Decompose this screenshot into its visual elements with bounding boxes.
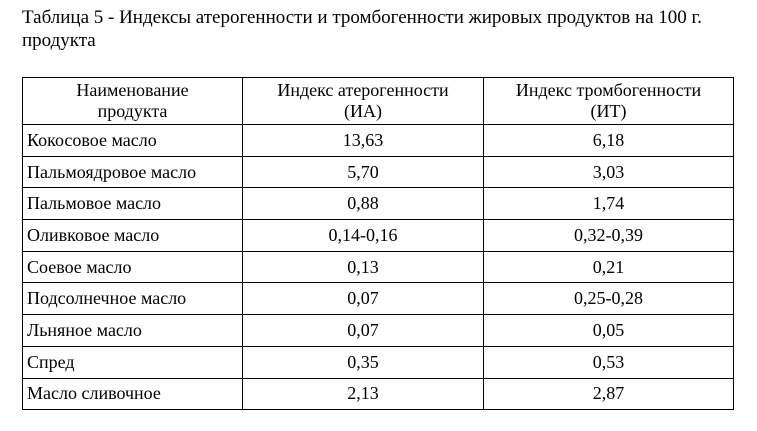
- table-row: Соевое масло 0,13 0,21: [22, 250, 734, 284]
- table-row: Пальмоядровое масло 5,70 3,03: [22, 155, 734, 189]
- value-cell: 0,88: [242, 187, 484, 221]
- table-row: Оливковое масло 0,14-0,16 0,32-0,39: [22, 219, 734, 252]
- header-cell: Индекс атерогенности (ИА): [242, 77, 484, 125]
- value-cell: 0,21: [483, 250, 734, 284]
- product-cell: Кокосовое масло: [22, 124, 243, 157]
- product-cell: Оливковое масло: [22, 219, 243, 252]
- table-row: Масло сливочное 2,13 2,87: [22, 377, 734, 411]
- value-cell: 1,74: [483, 187, 734, 221]
- header-cell: Наименование продукта: [22, 77, 243, 125]
- table-row: Кокосовое масло 13,63 6,18: [22, 124, 734, 157]
- value-cell: 0,35: [242, 345, 484, 379]
- value-cell: 13,63: [242, 124, 484, 157]
- product-cell: Пальмоядровое масло: [22, 155, 243, 189]
- product-cell: Соевое масло: [22, 250, 243, 284]
- product-cell: Масло сливочное: [22, 377, 243, 411]
- value-cell: 0,13: [242, 250, 484, 284]
- table-row: Льняное масло 0,07 0,05: [22, 314, 734, 347]
- header-cell: Индекс тромбогенности (ИТ): [483, 77, 734, 125]
- table-title: Таблица 5 - Индексы атерогенности и тром…: [22, 7, 702, 51]
- value-cell: 0,32-0,39: [483, 219, 734, 252]
- product-cell: Спред: [22, 345, 243, 379]
- header-row: Наименование продукта Индекс атерогенност…: [22, 77, 734, 125]
- data-table: Наименование продукта Индекс атерогенност…: [22, 77, 734, 411]
- value-cell: 0,07: [242, 314, 484, 347]
- product-cell: Пальмовое масло: [22, 187, 243, 221]
- table-row: Спред 0,35 0,53: [22, 345, 734, 379]
- table-row: Пальмовое масло 0,88 1,74: [22, 187, 734, 221]
- value-cell: 3,03: [483, 155, 734, 189]
- value-cell: 6,18: [483, 124, 734, 157]
- value-cell: 2,87: [483, 377, 734, 411]
- value-cell: 2,13: [242, 377, 484, 411]
- value-cell: 0,53: [483, 345, 734, 379]
- value-cell: 5,70: [242, 155, 484, 189]
- value-cell: 0,05: [483, 314, 734, 347]
- value-cell: 0,07: [242, 282, 484, 316]
- product-cell: Льняное масло: [22, 314, 243, 347]
- table-row: Подсолнечное масло 0,07 0,25-0,28: [22, 282, 734, 316]
- product-cell: Подсолнечное масло: [22, 282, 243, 316]
- value-cell: 0,25-0,28: [483, 282, 734, 316]
- value-cell: 0,14-0,16: [242, 219, 484, 252]
